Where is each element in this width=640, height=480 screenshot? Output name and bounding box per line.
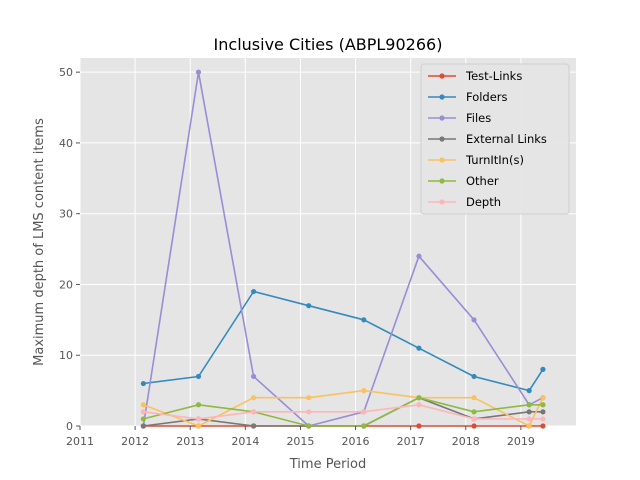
data-point-test-links bbox=[471, 423, 477, 429]
data-point-other bbox=[540, 402, 546, 408]
y-tick-label: 0 bbox=[66, 420, 73, 433]
y-tick-label: 20 bbox=[59, 278, 73, 291]
data-point-other bbox=[416, 395, 422, 401]
legend-box bbox=[420, 63, 570, 215]
data-point-folders bbox=[140, 380, 146, 387]
legend-label-depth: Depth bbox=[466, 195, 501, 209]
data-point-files bbox=[195, 69, 202, 75]
y-axis-ticks: 0 10 20 30 40 50 bbox=[59, 66, 80, 433]
x-tick-label: 2013 bbox=[176, 435, 204, 448]
data-point-folders bbox=[361, 317, 367, 323]
data-point-turnitin-s bbox=[540, 395, 546, 401]
data-point-folders bbox=[471, 373, 477, 380]
legend-marker-other bbox=[439, 178, 445, 184]
data-point-turnitin-s bbox=[195, 423, 202, 429]
data-point-turnitin-s bbox=[306, 395, 312, 401]
data-point-depth bbox=[416, 402, 422, 408]
data-point-external-links bbox=[540, 409, 546, 415]
data-point-depth bbox=[361, 409, 367, 415]
y-tick-label: 50 bbox=[59, 66, 73, 79]
legend-label-folders: Folders bbox=[466, 90, 508, 104]
x-tick-label: 2012 bbox=[121, 435, 149, 448]
y-tick-label: 10 bbox=[59, 349, 73, 362]
x-tick-label: 2018 bbox=[452, 435, 480, 448]
data-point-depth bbox=[306, 409, 312, 415]
data-point-depth bbox=[526, 416, 532, 422]
data-point-files bbox=[471, 317, 477, 323]
legend-label-external-links: External Links bbox=[466, 132, 547, 146]
data-point-other bbox=[306, 423, 312, 429]
series-layer bbox=[140, 69, 546, 429]
data-point-external-links bbox=[526, 409, 532, 415]
data-point-folders bbox=[526, 388, 532, 394]
data-point-files bbox=[251, 373, 257, 380]
y-tick-label: 40 bbox=[59, 137, 73, 150]
data-point-test-links bbox=[540, 423, 546, 429]
x-tick-label: 2011 bbox=[66, 435, 94, 448]
y-tick-label: 30 bbox=[59, 208, 73, 221]
data-point-folders bbox=[251, 288, 257, 295]
y-axis-label: Maximum depth of LMS content items bbox=[32, 118, 47, 366]
series-folders bbox=[140, 288, 546, 394]
data-point-depth bbox=[540, 416, 546, 422]
x-tick-label: 2016 bbox=[342, 435, 370, 448]
data-point-other bbox=[140, 416, 146, 422]
data-point-other bbox=[361, 423, 367, 429]
data-point-folders bbox=[306, 303, 312, 309]
data-point-turnitin-s bbox=[526, 423, 532, 429]
data-point-folders bbox=[195, 373, 202, 380]
data-point-depth bbox=[251, 409, 257, 415]
legend: Test-Links Folders Files External Links Turn… bbox=[420, 63, 570, 215]
legend-marker-external-links bbox=[439, 136, 445, 142]
x-tick-label: 2017 bbox=[397, 435, 425, 448]
data-point-external-links bbox=[251, 423, 257, 429]
data-point-depth bbox=[195, 416, 202, 422]
legend-items: Test-Links Folders Files External Links Turn… bbox=[428, 69, 547, 209]
data-point-other bbox=[471, 409, 477, 415]
legend-marker-depth bbox=[439, 199, 445, 205]
legend-marker-files bbox=[439, 115, 445, 121]
data-point-turnitin-s bbox=[140, 402, 146, 408]
chart-title: Inclusive Cities (ABPL90266) bbox=[214, 35, 443, 54]
legend-label-test-links: Test-Links bbox=[465, 69, 522, 83]
data-point-external-links bbox=[140, 423, 146, 429]
legend-marker-turnitin-s bbox=[439, 157, 445, 163]
data-point-files bbox=[416, 253, 422, 259]
series-depth bbox=[140, 402, 546, 422]
data-point-turnitin-s bbox=[471, 395, 477, 401]
data-point-other bbox=[526, 402, 532, 408]
data-point-folders bbox=[416, 345, 422, 351]
x-tick-label: 2014 bbox=[231, 435, 259, 448]
legend-marker-folders bbox=[439, 94, 445, 100]
data-point-depth bbox=[140, 409, 146, 415]
legend-label-other: Other bbox=[466, 174, 499, 188]
data-point-depth bbox=[471, 416, 477, 422]
legend-marker-test-links bbox=[439, 73, 445, 79]
x-axis-label: Time Period bbox=[289, 457, 366, 472]
data-point-turnitin-s bbox=[251, 395, 257, 401]
data-point-turnitin-s bbox=[361, 388, 367, 394]
x-tick-label: 2019 bbox=[507, 435, 535, 448]
x-tick-label: 2015 bbox=[286, 435, 314, 448]
data-point-test-links bbox=[416, 423, 422, 429]
legend-label-files: Files bbox=[466, 111, 491, 125]
x-axis-ticks: 2011 2012 2013 2014 2015 2016 2017 2018 2019 bbox=[66, 426, 535, 448]
legend-label-turnitin-s: TurnItIn(s) bbox=[465, 153, 524, 167]
data-point-folders bbox=[540, 366, 546, 372]
data-point-other bbox=[195, 402, 202, 408]
